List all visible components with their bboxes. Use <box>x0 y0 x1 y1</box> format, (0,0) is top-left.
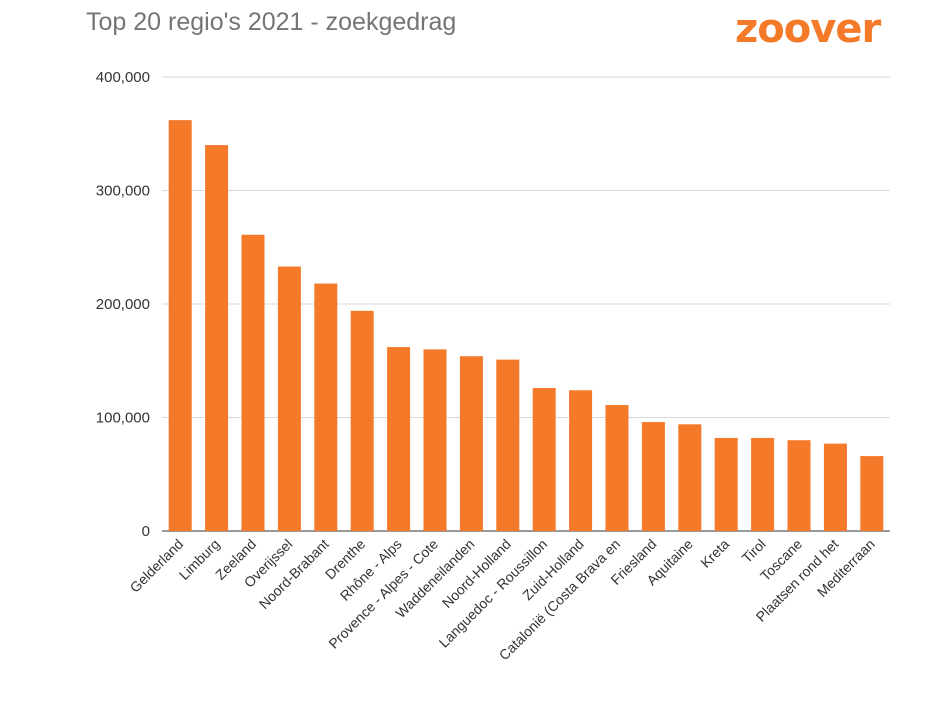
bar <box>423 349 447 531</box>
bar <box>605 405 629 531</box>
bar <box>350 310 374 531</box>
x-tick-label: Tirol <box>739 536 769 566</box>
bar <box>205 145 229 531</box>
y-tick-label: 400,000 <box>96 69 150 86</box>
bar <box>241 234 265 531</box>
zoover-logo: zoover <box>735 6 881 52</box>
bar <box>823 443 847 531</box>
bar <box>860 456 884 531</box>
bar <box>751 437 775 531</box>
bar <box>641 422 665 531</box>
x-tick-label: Kreta <box>697 536 732 571</box>
bar <box>787 440 811 531</box>
bar <box>314 283 338 531</box>
bar <box>714 437 738 531</box>
y-tick-label: 300,000 <box>96 183 150 200</box>
bar <box>387 347 411 531</box>
y-tick-label: 0 <box>142 523 150 540</box>
y-tick-label: 100,000 <box>96 410 150 427</box>
chart-title: Top 20 regio's 2021 - zoekgedrag <box>86 8 457 36</box>
bar <box>678 424 702 531</box>
bar <box>168 120 192 531</box>
bar <box>532 387 556 531</box>
bar <box>496 359 520 531</box>
bar <box>569 390 593 531</box>
y-tick-label: 200,000 <box>96 296 150 313</box>
bar <box>459 356 483 531</box>
bar <box>277 266 301 531</box>
x-tick-label: Gelderland <box>127 536 187 596</box>
